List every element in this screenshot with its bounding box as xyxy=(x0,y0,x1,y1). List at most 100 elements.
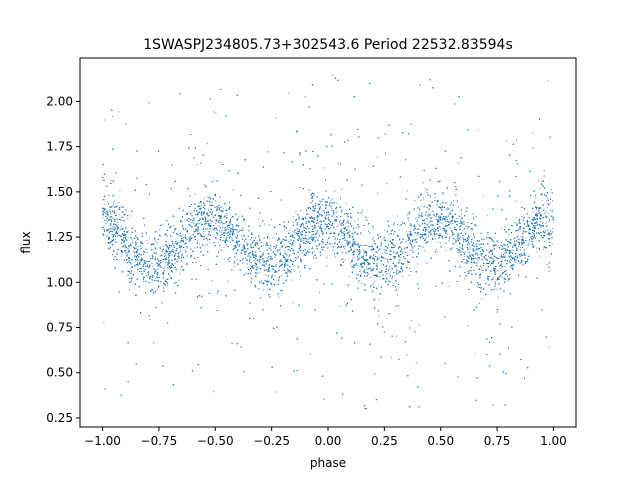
data-point xyxy=(548,221,550,223)
data-point xyxy=(526,244,528,246)
data-point xyxy=(552,200,553,202)
data-point xyxy=(262,252,264,253)
data-point xyxy=(118,202,120,203)
data-point xyxy=(227,281,229,282)
data-point xyxy=(459,242,460,244)
data-point xyxy=(292,231,294,233)
data-point xyxy=(349,263,351,265)
data-point xyxy=(229,202,230,204)
data-point xyxy=(315,203,317,204)
data-point xyxy=(459,249,460,250)
data-point xyxy=(390,271,392,273)
data-point xyxy=(386,253,388,255)
data-point xyxy=(390,277,392,279)
data-point xyxy=(226,228,228,230)
data-point xyxy=(145,249,147,250)
data-point xyxy=(289,266,291,268)
data-point xyxy=(303,224,304,226)
data-point xyxy=(406,190,408,192)
data-point xyxy=(159,247,161,249)
data-point xyxy=(213,111,215,113)
data-point xyxy=(178,258,180,259)
data-point xyxy=(259,262,261,264)
data-point xyxy=(354,220,356,222)
data-point xyxy=(140,248,142,250)
data-point xyxy=(512,250,514,252)
data-point xyxy=(345,245,347,247)
data-point xyxy=(481,268,483,270)
data-point xyxy=(248,236,250,237)
data-point xyxy=(520,239,522,241)
data-point xyxy=(280,259,282,261)
data-point xyxy=(389,265,390,267)
data-point xyxy=(159,266,161,268)
data-point xyxy=(222,227,223,229)
data-point xyxy=(456,217,458,219)
data-point xyxy=(200,233,202,235)
data-point xyxy=(326,256,328,258)
data-point xyxy=(416,263,418,265)
data-point xyxy=(139,264,141,266)
data-point xyxy=(501,228,503,230)
data-point xyxy=(168,274,170,276)
data-point xyxy=(422,197,424,199)
data-point xyxy=(427,224,429,226)
data-point xyxy=(259,251,261,252)
data-point xyxy=(186,247,188,249)
data-point xyxy=(449,223,450,225)
data-point xyxy=(299,232,301,233)
data-point xyxy=(547,198,549,200)
data-point xyxy=(209,241,211,243)
data-point xyxy=(294,231,296,233)
data-point xyxy=(229,227,230,229)
data-point xyxy=(241,235,243,237)
data-point xyxy=(504,226,506,228)
data-point xyxy=(109,228,111,230)
data-point xyxy=(288,92,290,94)
data-point xyxy=(306,228,307,230)
data-point xyxy=(148,237,150,239)
data-point xyxy=(271,284,273,286)
data-point xyxy=(510,258,511,260)
data-point xyxy=(163,245,165,247)
data-point xyxy=(440,228,442,230)
data-point xyxy=(406,231,407,233)
data-point xyxy=(377,192,378,194)
data-point xyxy=(469,246,471,248)
data-point xyxy=(397,262,399,264)
data-point xyxy=(484,258,486,260)
data-point xyxy=(515,217,517,219)
data-point xyxy=(344,259,346,261)
data-point xyxy=(271,277,273,279)
data-point xyxy=(539,211,541,213)
data-point xyxy=(378,298,380,300)
data-point xyxy=(284,226,286,228)
data-point xyxy=(455,239,456,241)
data-point xyxy=(214,200,216,202)
data-point xyxy=(173,225,175,227)
data-point xyxy=(418,324,420,326)
data-point xyxy=(424,187,426,189)
data-point xyxy=(226,226,228,228)
data-point xyxy=(120,255,122,257)
data-point xyxy=(170,265,172,266)
data-point xyxy=(130,273,132,275)
data-point xyxy=(215,223,217,225)
data-point xyxy=(283,239,285,240)
data-point xyxy=(269,238,271,240)
data-point xyxy=(510,265,512,267)
data-point xyxy=(223,246,225,248)
data-point xyxy=(298,218,299,219)
data-point xyxy=(439,215,441,217)
data-point xyxy=(412,234,414,236)
data-point xyxy=(286,254,288,256)
data-point xyxy=(353,239,355,241)
data-point xyxy=(299,187,301,189)
data-point xyxy=(394,264,396,266)
data-point xyxy=(520,248,522,250)
data-point xyxy=(145,248,147,250)
data-point xyxy=(137,260,139,262)
data-point xyxy=(301,225,303,227)
data-point xyxy=(266,243,268,245)
data-point xyxy=(292,302,294,304)
